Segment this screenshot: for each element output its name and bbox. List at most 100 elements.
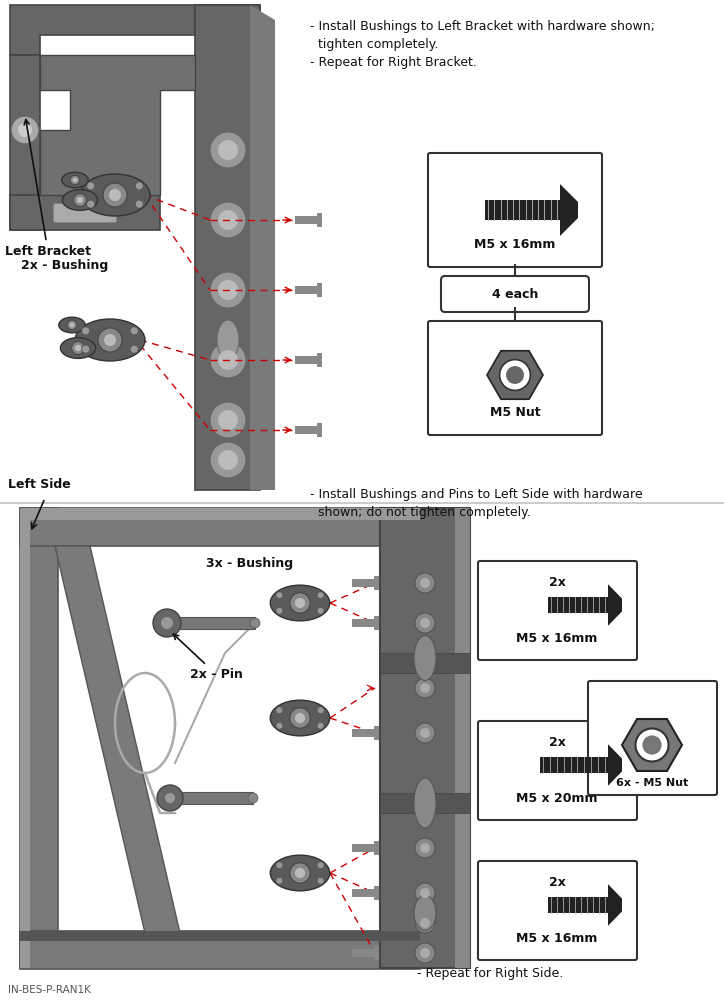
Polygon shape bbox=[560, 184, 578, 236]
Circle shape bbox=[130, 345, 138, 353]
Ellipse shape bbox=[414, 636, 436, 680]
Text: M5 x 16mm: M5 x 16mm bbox=[516, 932, 598, 944]
Bar bbox=[374, 841, 379, 855]
Bar bbox=[352, 579, 374, 587]
Circle shape bbox=[210, 442, 246, 478]
Ellipse shape bbox=[270, 585, 329, 621]
Circle shape bbox=[18, 123, 32, 137]
Circle shape bbox=[420, 948, 430, 958]
Circle shape bbox=[420, 618, 430, 628]
Circle shape bbox=[276, 877, 283, 884]
FancyBboxPatch shape bbox=[428, 321, 602, 435]
Circle shape bbox=[157, 785, 183, 811]
Polygon shape bbox=[195, 5, 260, 490]
Circle shape bbox=[506, 366, 524, 384]
Bar bbox=[352, 844, 374, 852]
Text: 2x: 2x bbox=[549, 876, 565, 890]
Text: IN-BES-P-RAN1K: IN-BES-P-RAN1K bbox=[8, 985, 91, 995]
Text: 2x: 2x bbox=[549, 576, 565, 589]
Circle shape bbox=[218, 280, 238, 300]
Circle shape bbox=[295, 868, 305, 878]
Text: 6x - M5 Nut: 6x - M5 Nut bbox=[616, 778, 688, 788]
Circle shape bbox=[210, 132, 246, 168]
Ellipse shape bbox=[414, 778, 436, 828]
Text: - Repeat for Right Side.: - Repeat for Right Side. bbox=[417, 966, 563, 980]
Ellipse shape bbox=[59, 317, 85, 333]
Polygon shape bbox=[10, 5, 260, 55]
Circle shape bbox=[317, 862, 324, 869]
Ellipse shape bbox=[270, 700, 329, 736]
Circle shape bbox=[415, 883, 435, 903]
Circle shape bbox=[415, 678, 435, 698]
Circle shape bbox=[109, 189, 121, 201]
Circle shape bbox=[77, 197, 83, 203]
Text: 2x - Pin: 2x - Pin bbox=[173, 634, 243, 681]
Text: - Install Bushings to Left Bracket with hardware shown;
  tighten completely.
- : - Install Bushings to Left Bracket with … bbox=[310, 20, 655, 69]
Text: M5 x 16mm: M5 x 16mm bbox=[516, 632, 598, 645]
Circle shape bbox=[210, 402, 246, 438]
Circle shape bbox=[636, 728, 668, 762]
Bar bbox=[380, 653, 470, 673]
Polygon shape bbox=[608, 884, 622, 926]
Circle shape bbox=[420, 728, 430, 738]
Circle shape bbox=[295, 713, 305, 723]
Polygon shape bbox=[608, 584, 622, 626]
Ellipse shape bbox=[62, 190, 98, 210]
Circle shape bbox=[415, 913, 435, 933]
Circle shape bbox=[218, 450, 238, 470]
FancyBboxPatch shape bbox=[478, 861, 637, 960]
Bar bbox=[20, 508, 420, 520]
Bar bbox=[380, 508, 470, 968]
Circle shape bbox=[290, 593, 310, 613]
Circle shape bbox=[276, 707, 283, 714]
Circle shape bbox=[165, 793, 175, 803]
Text: 4 each: 4 each bbox=[492, 288, 538, 300]
FancyBboxPatch shape bbox=[478, 721, 637, 820]
Polygon shape bbox=[10, 55, 40, 230]
Circle shape bbox=[82, 327, 90, 335]
Circle shape bbox=[11, 116, 39, 144]
Polygon shape bbox=[40, 55, 195, 195]
FancyBboxPatch shape bbox=[428, 153, 602, 267]
Bar bbox=[455, 508, 470, 968]
Bar bbox=[352, 949, 374, 957]
Ellipse shape bbox=[217, 320, 239, 360]
Bar bbox=[178, 792, 253, 804]
Circle shape bbox=[218, 350, 238, 370]
Bar bbox=[548, 597, 608, 613]
Circle shape bbox=[75, 345, 81, 351]
Circle shape bbox=[290, 708, 310, 728]
Text: Left Side: Left Side bbox=[8, 478, 71, 491]
Circle shape bbox=[642, 735, 662, 755]
Bar bbox=[20, 931, 420, 969]
Circle shape bbox=[153, 609, 181, 637]
Circle shape bbox=[248, 793, 258, 803]
Circle shape bbox=[72, 178, 77, 182]
Text: - Install Bushings and Pins to Left Side with hardware
  shown; do not tighten c: - Install Bushings and Pins to Left Side… bbox=[310, 488, 643, 519]
Bar bbox=[374, 886, 379, 900]
Circle shape bbox=[161, 617, 173, 629]
Circle shape bbox=[87, 200, 95, 208]
Bar bbox=[352, 729, 374, 737]
Bar bbox=[317, 283, 321, 297]
Circle shape bbox=[104, 334, 116, 346]
Circle shape bbox=[317, 877, 324, 884]
Circle shape bbox=[415, 723, 435, 743]
Circle shape bbox=[218, 140, 238, 160]
Circle shape bbox=[415, 943, 435, 963]
Bar bbox=[317, 353, 321, 367]
Circle shape bbox=[130, 327, 138, 335]
Circle shape bbox=[70, 323, 75, 327]
Bar bbox=[374, 946, 379, 960]
Text: 2x: 2x bbox=[549, 736, 565, 750]
Circle shape bbox=[87, 182, 95, 190]
Bar bbox=[175, 617, 255, 629]
Bar bbox=[540, 757, 608, 773]
Bar bbox=[374, 576, 379, 590]
Text: M5 x 20mm: M5 x 20mm bbox=[516, 792, 598, 804]
Circle shape bbox=[317, 707, 324, 714]
FancyBboxPatch shape bbox=[53, 203, 117, 223]
Ellipse shape bbox=[62, 172, 88, 188]
Circle shape bbox=[72, 342, 85, 354]
FancyBboxPatch shape bbox=[588, 681, 717, 795]
